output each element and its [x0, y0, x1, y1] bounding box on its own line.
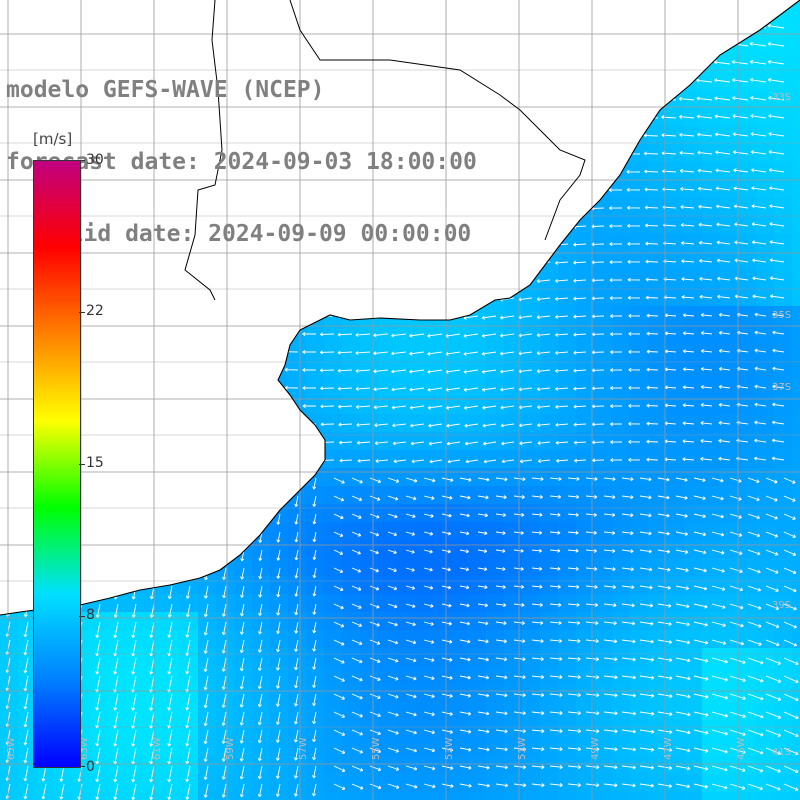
colorbar-gradient [33, 160, 81, 768]
border-line [184, 0, 223, 301]
longitude-label: 61W [152, 737, 163, 760]
longitude-label: 49W [590, 737, 601, 760]
colorbar-tick-8: 8 [86, 607, 95, 623]
border-line [289, 0, 586, 241]
longitude-label: 65W [6, 737, 17, 760]
model-name: modelo GEFS-WAVE (NCEP) [6, 77, 325, 103]
longitude-label: 63W [79, 737, 90, 760]
longitude-label: 57W [298, 737, 309, 760]
latitude-label: 37S [772, 382, 791, 393]
colorbar-tick-30: 30 [86, 152, 104, 168]
longitude-label: 55W [371, 737, 382, 760]
colorbar-unit: [m/s] [33, 130, 73, 148]
colorbar-tick-15: 15 [86, 455, 104, 471]
latitude-label: 35S [772, 310, 791, 321]
longitude-label: 59W [225, 737, 236, 760]
latitude-label: 39S [772, 600, 791, 611]
latitude-label: 33S [772, 92, 791, 103]
coastline [0, 0, 800, 616]
longitude-label: 53W [444, 737, 455, 760]
longitude-label: 45W [736, 737, 747, 760]
colorbar-tick-0: 0 [86, 759, 95, 775]
longitude-label: 51W [517, 737, 528, 760]
longitude-label: 47W [663, 737, 674, 760]
map-title: modelo GEFS-WAVE (NCEP) forecast date: 2… [6, 30, 477, 270]
colorbar-tick-22: 22 [86, 303, 104, 319]
latitude-label: 41S [772, 747, 791, 758]
